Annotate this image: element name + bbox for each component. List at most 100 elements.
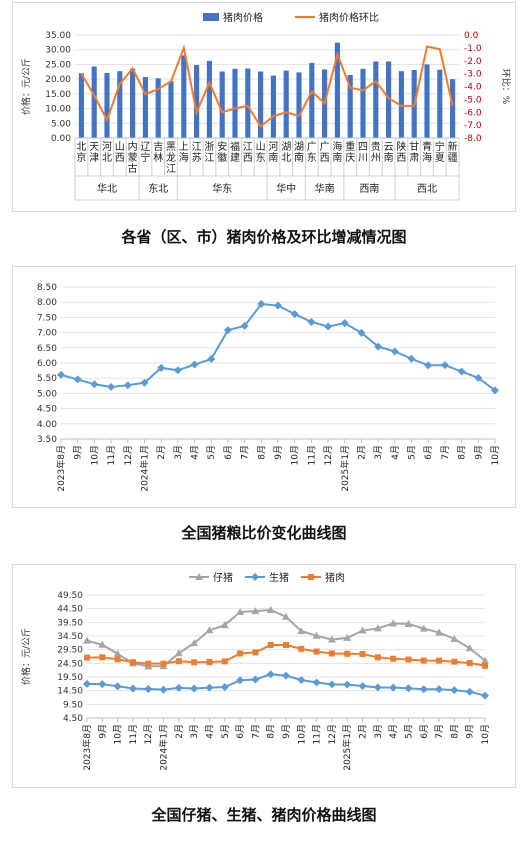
point-猪肉 xyxy=(436,657,443,664)
x-tick-label: 浙江 xyxy=(204,141,214,164)
point-仔猪 xyxy=(404,619,413,627)
point-猪粮比价 xyxy=(223,326,232,335)
legend-label-仔猪: 仔猪 xyxy=(213,572,233,584)
x-tick-label: 内蒙古 xyxy=(128,140,138,175)
point-猪粮比价 xyxy=(190,360,199,369)
x-tick-label: 重庆 xyxy=(345,140,355,164)
x-tick-label: 4月 xyxy=(204,724,215,739)
x-tick-label: 5月 xyxy=(220,724,231,739)
x-tick-label: 5月 xyxy=(403,724,414,739)
x-tick-label: 陕西 xyxy=(396,140,406,164)
x-tick-label: 11月 xyxy=(106,445,117,465)
bar-福建 xyxy=(232,68,238,138)
point-生猪 xyxy=(220,683,229,692)
x-tick-label: 福建 xyxy=(230,140,240,164)
point-猪肉 xyxy=(420,657,427,664)
y-tick-label: 29.50 xyxy=(57,646,83,656)
y-tick-label: 5.50 xyxy=(37,374,57,384)
x-tick-label: 10月 xyxy=(490,445,501,465)
point-猪肉 xyxy=(344,650,351,657)
point-生猪 xyxy=(144,685,153,694)
point-猪肉 xyxy=(206,658,213,665)
y2-tick-label: -3.0 xyxy=(464,70,482,80)
bar-宁夏 xyxy=(437,69,443,138)
point-猪粮比价 xyxy=(374,342,383,351)
x-tick-label: 8月 xyxy=(457,445,468,460)
point-生猪 xyxy=(419,685,428,694)
point-生猪 xyxy=(251,675,260,684)
x-tick-label: 8月 xyxy=(256,445,267,460)
x-tick-label: 2023年8月 xyxy=(81,724,93,771)
x-tick-label: 2月 xyxy=(358,724,369,739)
point-仔猪 xyxy=(481,656,489,664)
y-tick-label: 35.00 xyxy=(45,31,71,41)
pig-price-lines-chart: 4.50 9.50 14.50 19.50 24.50 29.50 34.50 39.50 44… xyxy=(20,571,491,771)
bar-安徽 xyxy=(219,71,225,138)
x-tick-label: 2025年1月 xyxy=(339,445,351,492)
province-price-chart: 0.00 5.00 10.00 15.00 20.00 25.00 30.00 35.00 0.… xyxy=(20,11,512,201)
legend-label-生猪: 生猪 xyxy=(269,571,289,584)
point-猪肉 xyxy=(99,654,106,661)
x-tick-label: 2025年1月 xyxy=(341,724,353,771)
point-猪粮比价 xyxy=(407,354,416,363)
point-猪肉 xyxy=(298,645,305,652)
chart1-panel: 0.00 5.00 10.00 15.00 20.00 25.00 30.00 35.00 0.… xyxy=(12,2,516,212)
x-tick-label: 上海 xyxy=(179,141,189,164)
point-生猪 xyxy=(190,684,199,693)
x-tick-label: 9月 xyxy=(273,445,284,460)
point-仔猪 xyxy=(389,619,398,627)
bar-河南 xyxy=(270,75,276,138)
x-tick-label: 宁夏 xyxy=(435,140,445,164)
y-tick-label: 9.50 xyxy=(63,700,83,710)
chart3-caption: 全国仔猪、生猪、猪肉价格曲线图 xyxy=(151,806,377,824)
point-猪肉 xyxy=(145,660,152,667)
point-猪粮比价 xyxy=(274,301,282,310)
point-仔猪 xyxy=(327,635,336,643)
point-猪肉 xyxy=(237,650,244,657)
x-tick-label: 9月 xyxy=(73,445,84,460)
point-仔猪 xyxy=(205,626,214,634)
y-tick-label: 5.00 xyxy=(37,389,57,399)
y-tick-label: 30.00 xyxy=(45,46,71,56)
legend-bar-swatch xyxy=(203,13,219,21)
point-生猪 xyxy=(389,683,398,692)
x-tick-label: 6月 xyxy=(223,445,234,460)
point-猪粮比价 xyxy=(107,383,116,392)
x-tick-label: 海南 xyxy=(332,140,342,164)
point-猪肉 xyxy=(482,662,488,669)
point-仔猪 xyxy=(419,624,428,632)
x-tick-label: 5月 xyxy=(407,445,418,460)
bar-四川 xyxy=(360,68,366,138)
x-tick-label: 6月 xyxy=(235,724,246,739)
point-猪肉 xyxy=(252,649,259,656)
point-猪粮比价 xyxy=(140,378,149,387)
y-tick-label: 6.00 xyxy=(37,359,57,369)
y2-axis-label: 环比：% xyxy=(500,69,512,105)
point-仔猪 xyxy=(251,607,260,615)
point-仔猪 xyxy=(190,639,199,647)
point-猪肉 xyxy=(221,658,228,665)
y2-tick-label: -8.0 xyxy=(464,134,482,144)
x-tick-label: 2月 xyxy=(156,445,167,460)
bar-青海 xyxy=(424,64,430,138)
y-tick-label: 3.50 xyxy=(37,435,57,445)
bar-辽宁 xyxy=(142,77,148,138)
point-猪肉 xyxy=(129,659,136,666)
x-tick-label: 2024年1月 xyxy=(138,445,150,492)
y-tick-label: 24.50 xyxy=(57,659,83,669)
x-tick-label: 9月 xyxy=(465,724,476,739)
point-猪肉 xyxy=(405,656,412,663)
point-生猪 xyxy=(113,682,122,691)
point-猪粮比价 xyxy=(173,366,182,375)
x-tick-label: 3月 xyxy=(373,724,384,739)
y-tick-label: 20.00 xyxy=(45,75,71,85)
x-tick-label: 10月 xyxy=(480,724,491,744)
point-猪肉 xyxy=(466,660,473,667)
x-tick-label: 11月 xyxy=(306,445,317,465)
bar-吉林 xyxy=(155,78,161,138)
y-tick-label: 8.00 xyxy=(37,298,57,308)
point-猪粮比价 xyxy=(390,347,399,356)
point-猪粮比价 xyxy=(424,361,433,370)
x-tick-label: 6月 xyxy=(423,445,434,460)
x-tick-label: 3月 xyxy=(373,445,384,460)
